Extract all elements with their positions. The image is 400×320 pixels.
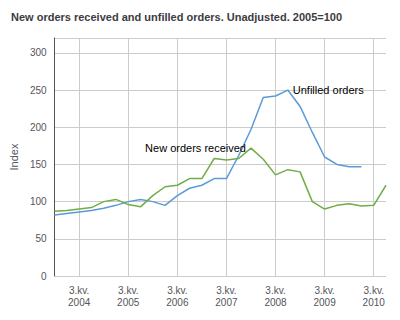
svg-text:3.kv.: 3.kv. [364, 285, 384, 296]
svg-text:50: 50 [35, 233, 47, 244]
svg-text:3.kv.: 3.kv. [216, 285, 236, 296]
svg-text:2008: 2008 [264, 297, 287, 308]
svg-text:250: 250 [30, 85, 47, 96]
svg-text:2005: 2005 [117, 297, 140, 308]
svg-text:0: 0 [41, 271, 47, 282]
svg-text:3.kv.: 3.kv. [314, 285, 334, 296]
svg-text:3.kv.: 3.kv. [167, 285, 187, 296]
svg-text:3.kv.: 3.kv. [118, 285, 138, 296]
svg-text:3.kv.: 3.kv. [265, 285, 285, 296]
svg-text:200: 200 [30, 122, 47, 133]
svg-text:300: 300 [30, 47, 47, 58]
svg-text:2007: 2007 [215, 297, 238, 308]
svg-text:2006: 2006 [166, 297, 189, 308]
svg-text:2009: 2009 [314, 297, 337, 308]
svg-text:Unfilled orders: Unfilled orders [293, 84, 364, 96]
svg-text:New orders received and unfill: New orders received and unfilled orders.… [11, 11, 342, 23]
svg-text:Index: Index [8, 143, 20, 170]
svg-text:2004: 2004 [68, 297, 91, 308]
svg-text:150: 150 [30, 159, 47, 170]
svg-text:100: 100 [30, 196, 47, 207]
svg-text:2010: 2010 [363, 297, 386, 308]
svg-text:New orders received: New orders received [145, 142, 246, 154]
svg-text:3.kv.: 3.kv. [69, 285, 89, 296]
